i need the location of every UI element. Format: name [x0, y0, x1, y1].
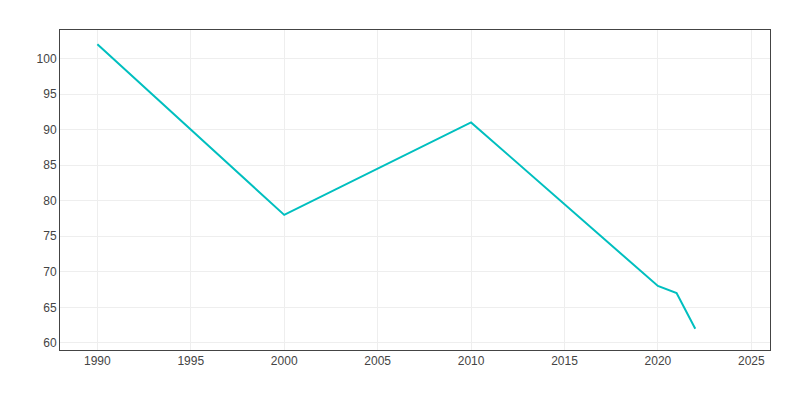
- svg-text:2020: 2020: [645, 354, 672, 368]
- svg-text:80: 80: [43, 194, 57, 208]
- svg-text:100: 100: [37, 52, 57, 66]
- svg-text:70: 70: [43, 265, 57, 279]
- svg-text:2025: 2025: [738, 354, 765, 368]
- svg-text:85: 85: [43, 158, 57, 172]
- svg-text:65: 65: [43, 301, 57, 315]
- svg-text:1995: 1995: [177, 354, 204, 368]
- svg-text:75: 75: [43, 229, 57, 243]
- svg-text:2000: 2000: [271, 354, 298, 368]
- svg-text:1990: 1990: [84, 354, 111, 368]
- svg-text:90: 90: [43, 123, 57, 137]
- svg-text:60: 60: [43, 336, 57, 350]
- svg-text:95: 95: [43, 87, 57, 101]
- svg-text:2005: 2005: [364, 354, 391, 368]
- svg-text:2015: 2015: [551, 354, 578, 368]
- svg-text:2010: 2010: [458, 354, 485, 368]
